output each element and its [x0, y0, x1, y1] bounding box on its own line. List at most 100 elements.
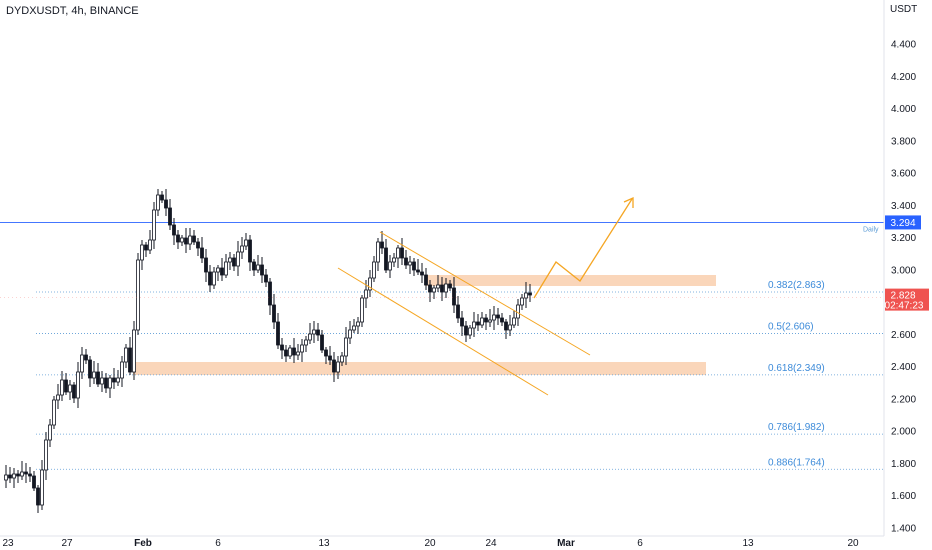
fib-levels: 0.382(2.863) 0.5(2.606) 0.618(2.349) 0.786(… [36, 280, 884, 470]
price-tick-label: 3.000 [891, 265, 916, 276]
projection-arrowhead [623, 196, 634, 208]
time-tick-label: 13 [742, 538, 754, 549]
candle [260, 257, 264, 283]
candle [268, 278, 272, 315]
candle [20, 461, 24, 480]
candle [12, 468, 16, 488]
candle [248, 235, 252, 271]
candle [440, 277, 444, 301]
candle [232, 254, 236, 271]
candle [356, 317, 360, 334]
candle [476, 314, 480, 331]
support-zone [133, 362, 706, 375]
price-tick-label: 1.800 [891, 459, 916, 470]
candle [132, 321, 136, 380]
candle [56, 384, 60, 409]
candle [372, 256, 376, 282]
candle [308, 323, 312, 344]
candle [204, 249, 208, 282]
candle [180, 235, 184, 246]
candle [196, 238, 200, 256]
last-price-badge-countdown: 02:47:23 [885, 301, 924, 312]
candle [340, 352, 344, 366]
candle [452, 277, 456, 313]
candle [144, 242, 148, 257]
candle [456, 296, 460, 323]
projection-path [533, 198, 633, 299]
candle [120, 356, 124, 387]
price-axis: USDT 4.400 4.200 4.000 3.800 3.600 3.400 3.200 3… [883, 0, 917, 536]
candle [96, 363, 100, 387]
candle [216, 265, 220, 281]
price-tick-label: 2.400 [891, 362, 916, 373]
time-tick-label: 6 [637, 538, 643, 549]
candle [172, 218, 176, 245]
price-tick-label: 2.200 [891, 394, 916, 405]
price-tick-label: 1.600 [891, 491, 916, 502]
candle [156, 189, 160, 216]
candle [404, 250, 408, 269]
candle [280, 338, 284, 359]
candle [400, 238, 404, 265]
candle [484, 314, 488, 330]
time-axis: 23 27 Feb 6 13 20 24 Mar 6 13 20 [0, 535, 884, 549]
candle [76, 362, 80, 408]
resistance-zone [425, 275, 716, 286]
candle [368, 270, 372, 297]
candle [264, 269, 268, 287]
price-tick-label: 4.000 [891, 104, 916, 115]
candle [276, 313, 280, 349]
candle [448, 280, 452, 291]
candle [472, 312, 476, 337]
candle [288, 345, 292, 359]
symbol-header: DYDXUSDT, 4h, BINANCE [6, 5, 139, 17]
candle [64, 373, 68, 395]
candle [424, 268, 428, 290]
price-tick-label: 3.200 [891, 233, 916, 244]
candle [212, 267, 216, 289]
fib-level-label: 0.618(2.349) [768, 363, 825, 374]
candle [512, 310, 516, 328]
candle [152, 202, 156, 249]
candle [68, 380, 72, 400]
candle [192, 230, 196, 245]
candle [312, 321, 316, 343]
candle [316, 323, 320, 341]
candle [360, 295, 364, 327]
candle [304, 336, 308, 352]
daily-price-badge-text: 3.294 [890, 218, 915, 229]
daily-level-label: Daily [863, 226, 879, 233]
candle [148, 230, 152, 254]
time-tick-label: Mar [557, 538, 575, 549]
candle [40, 460, 44, 510]
candle [88, 356, 92, 387]
candle [488, 309, 492, 327]
candle [496, 308, 500, 325]
candle [92, 361, 96, 384]
candle [256, 255, 260, 273]
candle [336, 356, 340, 379]
candle [8, 467, 12, 483]
candle [104, 373, 108, 393]
price-tick-label: 4.400 [891, 40, 916, 51]
candle [464, 321, 468, 342]
candle [200, 237, 204, 263]
daily-price-badge [885, 215, 921, 230]
candle [444, 278, 448, 298]
candle [60, 371, 64, 401]
fib-level-label: 0.382(2.863) [768, 280, 825, 291]
candle [492, 306, 496, 330]
candle [164, 189, 168, 216]
candle [100, 371, 104, 392]
candle [224, 254, 228, 278]
candle [520, 294, 524, 310]
candle [352, 319, 356, 333]
candle [428, 280, 432, 302]
candle [412, 258, 416, 276]
candle [460, 311, 464, 336]
candle [72, 382, 76, 403]
fib-level-label: 0.5(2.606) [768, 321, 814, 332]
candle [108, 375, 112, 398]
